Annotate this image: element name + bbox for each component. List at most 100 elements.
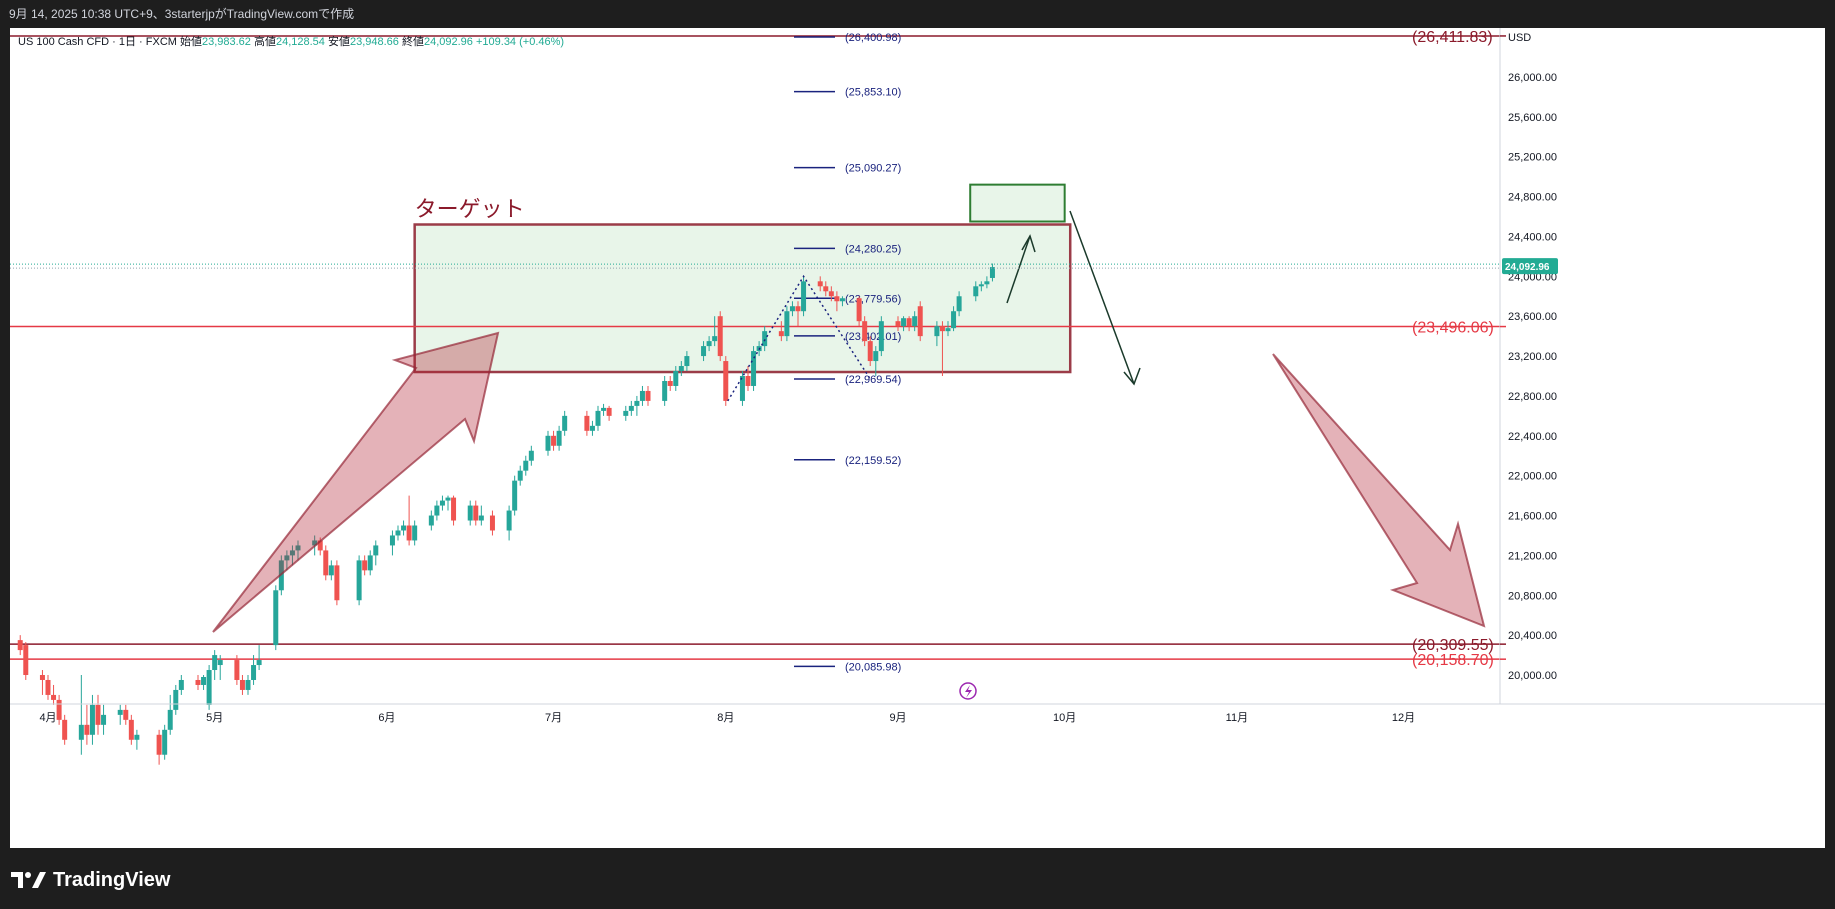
candle[interactable]: [523, 455, 529, 476]
candle[interactable]: [706, 336, 712, 352]
candle[interactable]: [801, 276, 807, 317]
candle[interactable]: [623, 405, 629, 421]
candle[interactable]: [939, 321, 945, 376]
candle[interactable]: [528, 445, 534, 466]
candlestick-chart[interactable]: ターゲットターゲット (26,411.83)(23,496.06)(20,309…: [10, 28, 1825, 848]
candle[interactable]: [89, 694, 95, 745]
candle[interactable]: [373, 540, 379, 566]
candle[interactable]: [162, 724, 168, 760]
candle[interactable]: [39, 670, 45, 695]
candle[interactable]: [817, 276, 823, 292]
candle[interactable]: [951, 306, 957, 332]
candle[interactable]: [295, 540, 301, 561]
candle[interactable]: [628, 400, 634, 416]
candle[interactable]: [973, 281, 979, 302]
candle[interactable]: [167, 694, 173, 735]
candle[interactable]: [51, 684, 57, 705]
candle[interactable]: [867, 336, 873, 367]
candle[interactable]: [589, 420, 595, 436]
candle[interactable]: [778, 321, 784, 342]
candle[interactable]: [206, 665, 212, 710]
candle[interactable]: [289, 545, 295, 566]
candle[interactable]: [439, 495, 445, 511]
candle[interactable]: [917, 301, 923, 342]
candle[interactable]: [751, 346, 757, 391]
candle[interactable]: [473, 500, 479, 526]
candle[interactable]: [873, 346, 879, 376]
candle[interactable]: [489, 510, 495, 536]
candle[interactable]: [678, 361, 684, 376]
candle[interactable]: [367, 550, 373, 576]
candle[interactable]: [545, 430, 551, 456]
candle[interactable]: [256, 645, 262, 671]
candle[interactable]: [56, 694, 62, 725]
candle[interactable]: [201, 675, 207, 690]
candle[interactable]: [95, 694, 101, 735]
candle[interactable]: [723, 356, 729, 406]
candle[interactable]: [245, 675, 251, 695]
candle[interactable]: [595, 405, 601, 431]
candle[interactable]: [389, 530, 395, 556]
candle[interactable]: [512, 475, 518, 516]
candle[interactable]: [78, 675, 84, 755]
candle[interactable]: [934, 321, 940, 347]
candle[interactable]: [328, 560, 334, 581]
candle[interactable]: [739, 371, 745, 406]
candle[interactable]: [839, 296, 845, 307]
green-target-box[interactable]: [969, 183, 1066, 223]
candle[interactable]: [906, 316, 912, 332]
candle[interactable]: [251, 655, 257, 685]
candle[interactable]: [712, 316, 718, 347]
candle[interactable]: [606, 405, 612, 421]
candle[interactable]: [467, 500, 473, 526]
candle[interactable]: [784, 306, 790, 342]
candle[interactable]: [956, 291, 962, 317]
candle[interactable]: [945, 321, 951, 337]
candle[interactable]: [406, 495, 412, 546]
candle[interactable]: [156, 729, 162, 765]
candle[interactable]: [834, 291, 840, 312]
candle[interactable]: [273, 585, 279, 651]
candle[interactable]: [828, 286, 834, 302]
candle[interactable]: [434, 500, 440, 521]
candle[interactable]: [717, 311, 723, 362]
down-arrow-line[interactable]: [1069, 210, 1135, 385]
target-zone-1[interactable]: [413, 223, 1072, 374]
candle[interactable]: [517, 465, 523, 486]
candle[interactable]: [878, 316, 884, 357]
candle[interactable]: [395, 525, 401, 541]
candle[interactable]: [673, 366, 679, 391]
candle[interactable]: [662, 376, 668, 406]
candle[interactable]: [978, 281, 984, 292]
candle[interactable]: [901, 316, 907, 332]
candle[interactable]: [62, 714, 68, 745]
candle[interactable]: [639, 385, 645, 406]
candle[interactable]: [412, 520, 418, 546]
candle[interactable]: [551, 430, 557, 451]
candle[interactable]: [601, 403, 607, 416]
candle[interactable]: [217, 655, 223, 680]
candle[interactable]: [584, 410, 590, 436]
candle[interactable]: [989, 263, 995, 282]
bearish-arrow-drawing[interactable]: [1272, 353, 1486, 628]
candle[interactable]: [45, 675, 51, 700]
candle[interactable]: [912, 311, 918, 332]
candle[interactable]: [762, 326, 768, 352]
candle[interactable]: [234, 655, 240, 685]
candle[interactable]: [645, 385, 651, 406]
candle[interactable]: [895, 316, 901, 332]
candle[interactable]: [17, 635, 23, 656]
candle[interactable]: [562, 410, 568, 436]
up-arrow-line[interactable]: [1006, 235, 1031, 304]
price-axis[interactable]: [1500, 28, 1825, 848]
candle[interactable]: [789, 301, 795, 317]
candle[interactable]: [101, 704, 107, 735]
candle[interactable]: [856, 296, 862, 327]
candle[interactable]: [212, 650, 218, 680]
candle[interactable]: [428, 510, 434, 531]
candle[interactable]: [401, 520, 407, 536]
candle[interactable]: [123, 704, 129, 725]
candle[interactable]: [701, 341, 707, 362]
candle[interactable]: [445, 495, 451, 511]
candle[interactable]: [684, 351, 690, 372]
